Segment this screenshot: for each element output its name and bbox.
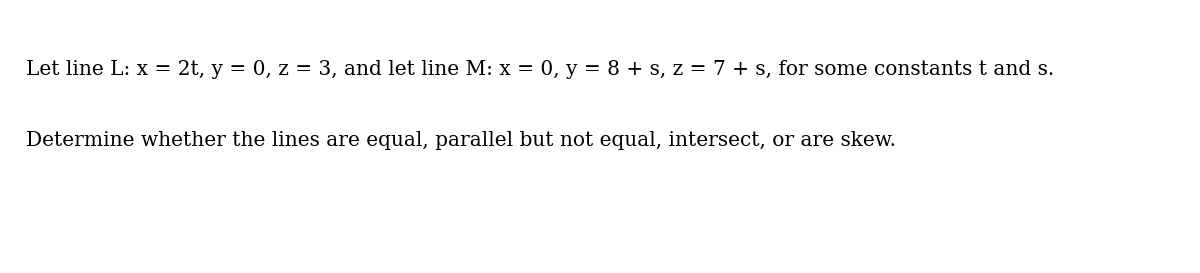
- Text: Let line L: x = 2t, y = 0, z = 3, and let line M: x = 0, y = 8 + s, z = 7 + s, f: Let line L: x = 2t, y = 0, z = 3, and le…: [26, 60, 1055, 79]
- Text: Determine whether the lines are equal, parallel but not equal, intersect, or are: Determine whether the lines are equal, p…: [26, 131, 896, 150]
